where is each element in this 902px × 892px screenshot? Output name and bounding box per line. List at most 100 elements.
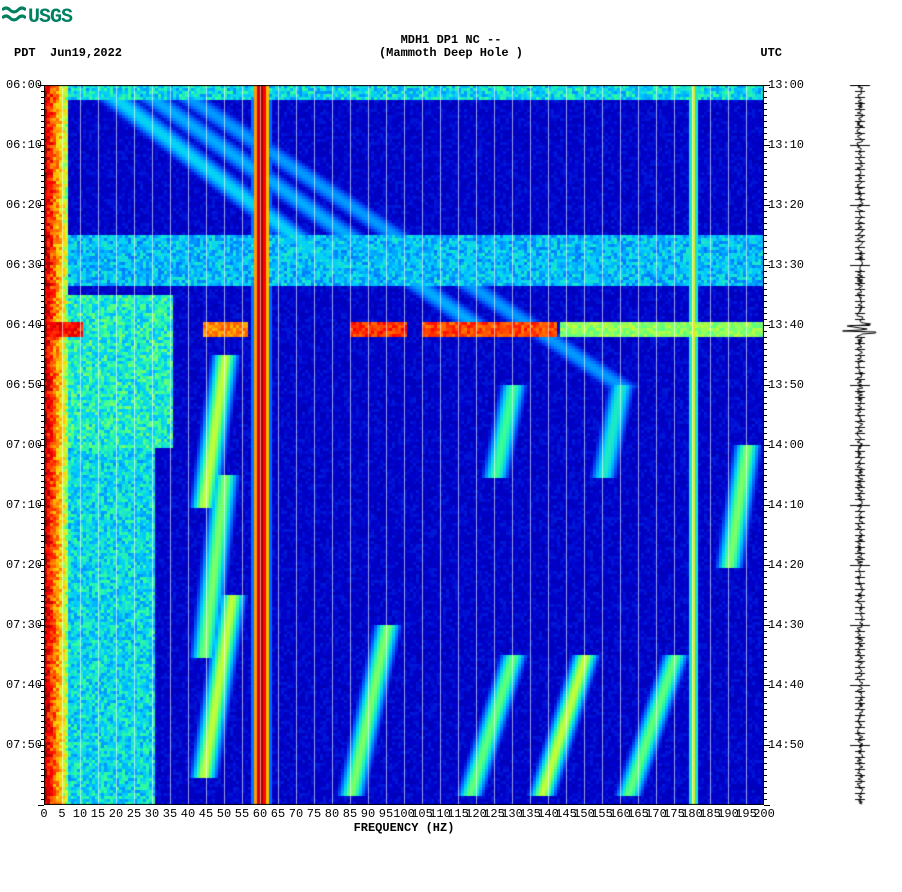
ytick-mark — [764, 541, 767, 542]
yaxis-right-tick: 13:00 — [768, 78, 804, 92]
ytick-mark — [764, 187, 767, 188]
ytick-mark — [41, 541, 44, 542]
ytick-mark — [764, 631, 767, 632]
ytick-mark — [41, 517, 44, 518]
ytick-mark — [41, 739, 44, 740]
ytick-mark — [41, 757, 44, 758]
ytick-mark — [41, 643, 44, 644]
station-id: MDH1 DP1 NC -- — [0, 33, 902, 47]
ytick-mark — [41, 463, 44, 464]
ytick-mark — [764, 145, 770, 146]
ytick-mark — [41, 139, 44, 140]
ytick-mark — [764, 103, 767, 104]
ytick-mark — [764, 499, 767, 500]
xaxis-tick: 95 — [379, 807, 393, 821]
ytick-mark — [764, 601, 767, 602]
ytick-mark — [764, 193, 767, 194]
date-label: Jun19,2022 — [50, 46, 122, 60]
ytick-mark — [41, 199, 44, 200]
yaxis-right-tick: 13:30 — [768, 258, 804, 272]
ytick-mark — [41, 439, 44, 440]
ytick-mark — [41, 493, 44, 494]
ytick-mark — [38, 325, 44, 326]
ytick-mark — [764, 769, 767, 770]
yaxis-left-tick: 06:10 — [6, 138, 42, 152]
ytick-mark — [41, 679, 44, 680]
ytick-mark — [41, 511, 44, 512]
ytick-mark — [764, 205, 770, 206]
ytick-mark — [764, 523, 767, 524]
ytick-mark — [41, 295, 44, 296]
ytick-mark — [764, 379, 767, 380]
ytick-mark — [764, 139, 767, 140]
yaxis-left-tick: 07:30 — [6, 618, 42, 632]
ytick-mark — [41, 727, 44, 728]
ytick-mark — [41, 271, 44, 272]
xaxis-tick: 35 — [163, 807, 177, 821]
ytick-mark — [41, 301, 44, 302]
ytick-mark — [764, 217, 767, 218]
ytick-mark — [764, 181, 767, 182]
yaxis-left-tick: 06:40 — [6, 318, 42, 332]
ytick-mark — [41, 391, 44, 392]
ytick-mark — [764, 625, 770, 626]
xaxis-tick: 200 — [753, 807, 775, 821]
ytick-mark — [764, 613, 767, 614]
ytick-mark — [764, 529, 767, 530]
ytick-mark — [764, 463, 767, 464]
xaxis-tick: 85 — [343, 807, 357, 821]
ytick-mark — [764, 655, 767, 656]
ytick-mark — [41, 547, 44, 548]
ytick-mark — [41, 469, 44, 470]
ytick-mark — [764, 349, 767, 350]
xaxis-tick: 65 — [271, 807, 285, 821]
ytick-mark — [764, 595, 767, 596]
ytick-mark — [764, 319, 767, 320]
ytick-mark — [764, 331, 767, 332]
ytick-mark — [764, 559, 767, 560]
ytick-mark — [764, 121, 767, 122]
ytick-mark — [41, 457, 44, 458]
ytick-mark — [41, 475, 44, 476]
xaxis-tick: 50 — [217, 807, 231, 821]
yaxis-left-tick: 07:20 — [6, 558, 42, 572]
ytick-mark — [764, 223, 767, 224]
ytick-mark — [41, 403, 44, 404]
ytick-mark — [764, 409, 767, 410]
ytick-mark — [764, 709, 767, 710]
ytick-mark — [41, 481, 44, 482]
ytick-mark — [764, 487, 767, 488]
ytick-mark — [764, 295, 767, 296]
ytick-mark — [764, 619, 767, 620]
ytick-mark — [764, 439, 767, 440]
ytick-mark — [38, 385, 44, 386]
tz-right-label: UTC — [760, 46, 782, 60]
amplitude-trace — [830, 85, 890, 805]
ytick-mark — [764, 157, 767, 158]
ytick-mark — [764, 163, 767, 164]
ytick-mark — [764, 325, 770, 326]
yaxis-right-tick: 14:20 — [768, 558, 804, 572]
yaxis-left-tick: 07:00 — [6, 438, 42, 452]
ytick-mark — [41, 409, 44, 410]
ytick-mark — [764, 271, 767, 272]
xaxis-tick: 55 — [235, 807, 249, 821]
ytick-mark — [764, 361, 767, 362]
ytick-mark — [764, 151, 767, 152]
ytick-mark — [41, 793, 44, 794]
yaxis-right-tick: 13:50 — [768, 378, 804, 392]
ytick-mark — [764, 445, 770, 446]
ytick-mark — [764, 727, 767, 728]
yaxis-left-tick: 07:40 — [6, 678, 42, 692]
ytick-mark — [41, 787, 44, 788]
xaxis-tick: 0 — [40, 807, 47, 821]
ytick-mark — [764, 787, 767, 788]
ytick-mark — [764, 751, 767, 752]
ytick-mark — [41, 415, 44, 416]
ytick-mark — [764, 283, 767, 284]
ytick-mark — [41, 103, 44, 104]
ytick-mark — [38, 745, 44, 746]
ytick-mark — [764, 679, 767, 680]
ytick-mark — [764, 211, 767, 212]
xaxis-tick: 40 — [181, 807, 195, 821]
